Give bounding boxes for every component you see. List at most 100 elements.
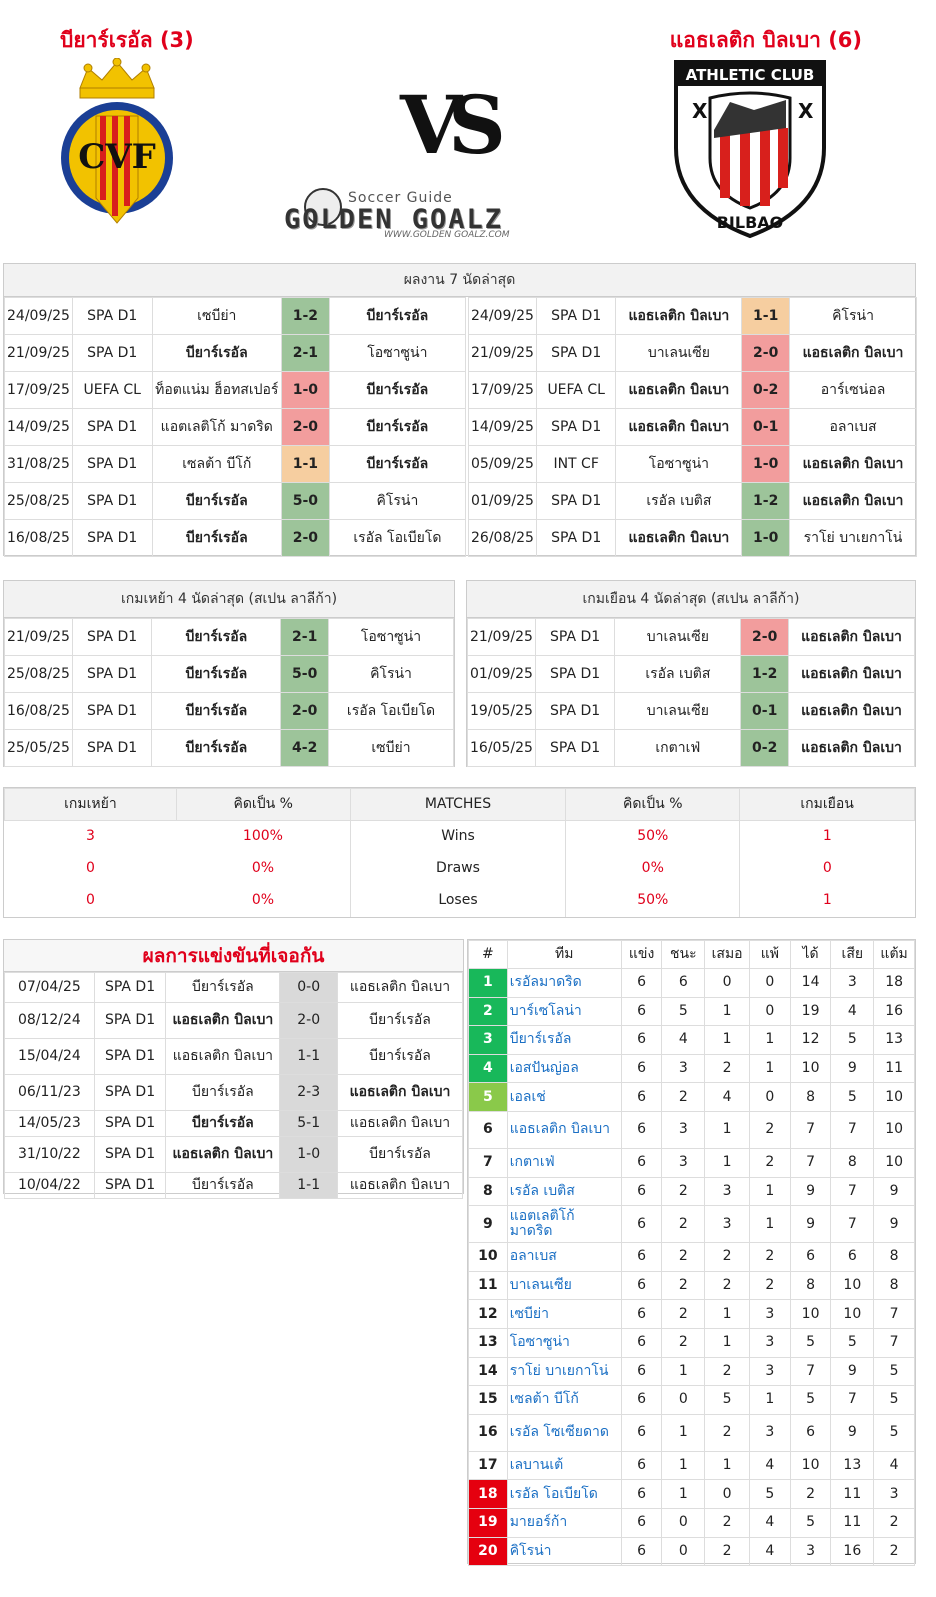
match-home-team[interactable]: บียาร์เรอัล	[151, 729, 282, 767]
league-row[interactable]: 10 อลาเบส 6 2 2 2 6 6 8	[468, 1242, 915, 1272]
match-away-team[interactable]: แอธเลติก บิลเบา	[788, 692, 915, 730]
league-team-link[interactable]: อลาเบส	[506, 1242, 622, 1272]
league-team-link[interactable]: คิโรน่า	[506, 1536, 622, 1567]
league-team-link[interactable]: บียาร์เรอัล	[506, 1025, 622, 1055]
match-away-team[interactable]: โอซาซูน่า	[328, 618, 454, 656]
league-row[interactable]: 19 มายอร์ก้า 6 0 2 4 5 11 2	[468, 1507, 915, 1538]
match-home-team[interactable]: เรอัล เบติส	[615, 482, 743, 520]
h2h-row[interactable]: 07/04/25 SPA D1 บียาร์เรอัล 0-0 แอธเลติก บิล…	[4, 972, 464, 1003]
match-home-team[interactable]: ท็อตแน่ม ฮ็อทสเปอร์	[151, 371, 282, 409]
match-away-team[interactable]: บียาร์เรอัล	[328, 297, 467, 335]
match-away-team[interactable]: คิโรน่า	[789, 297, 917, 335]
match-home-team[interactable]: โอซาซูน่า	[615, 445, 743, 483]
match-row[interactable]: 21/09/25 SPA D1 บียาร์เรอัล 2-1 โอซาซูน่า	[4, 334, 467, 372]
match-row[interactable]: 19/05/25 SPA D1 บาเลนเซีย 0-1 แอธเลติก บิลเบ…	[467, 692, 915, 730]
home-team-name[interactable]: บียาร์เรอัล (3)	[60, 28, 194, 52]
league-team-link[interactable]: ราโย่ บาเยกาโน่	[506, 1356, 622, 1387]
match-row[interactable]: 01/09/25 SPA D1 เรอัล เบติส 1-2 แอธเลติก บิล…	[467, 655, 915, 693]
match-away-team[interactable]: โอซาซูน่า	[328, 334, 467, 372]
h2h-home-team[interactable]: แอธเลติก บิลเบา	[165, 1002, 281, 1039]
league-row[interactable]: 5 เอลเช่ 6 2 4 0 8 5 10	[468, 1082, 915, 1112]
match-home-team[interactable]: บาเลนเซีย	[614, 692, 742, 730]
match-home-team[interactable]: บาเลนเซีย	[615, 334, 743, 372]
match-home-team[interactable]: เรอัล เบติส	[614, 655, 742, 693]
match-home-team[interactable]: บียาร์เรอัล	[151, 618, 282, 656]
league-team-link[interactable]: เอสปันญ่อล	[506, 1053, 622, 1084]
h2h-home-team[interactable]: แอธเลติก บิลเบา	[165, 1038, 281, 1075]
match-away-team[interactable]: เรอัล โอเบียโด	[328, 519, 467, 557]
match-away-team[interactable]: คิโรน่า	[328, 655, 454, 693]
h2h-row[interactable]: 14/05/23 SPA D1 บียาร์เรอัล 5-1 แอธเลติก บิล…	[4, 1110, 464, 1137]
h2h-away-team[interactable]: แอธเลติก บิลเบา	[336, 1110, 464, 1137]
h2h-away-team[interactable]: แอธเลติก บิลเบา	[336, 1172, 464, 1199]
league-row[interactable]: 7 เกตาเฟ่ 6 3 1 2 7 8 10	[468, 1147, 915, 1178]
match-row[interactable]: 26/08/25 SPA D1 แอธเลติก บิลเบา 1-0 ราโย่ บา…	[468, 519, 917, 557]
league-row[interactable]: 14 ราโย่ บาเยกาโน่ 6 1 2 3 7 9 5	[468, 1356, 915, 1387]
league-row[interactable]: 20 คิโรน่า 6 0 2 4 3 16 2	[468, 1536, 915, 1567]
match-home-team[interactable]: แอธเลติก บิลเบา	[615, 408, 743, 446]
h2h-home-team[interactable]: แอธเลติก บิลเบา	[165, 1136, 281, 1173]
match-away-team[interactable]: แอธเลติก บิลเบา	[789, 445, 917, 483]
h2h-home-team[interactable]: บียาร์เรอัล	[165, 972, 281, 1003]
league-team-link[interactable]: เลบานเต้	[506, 1450, 622, 1481]
h2h-home-team[interactable]: บียาร์เรอัล	[165, 1110, 281, 1137]
league-row[interactable]: 11 บาเลนเซีย 6 2 2 2 8 10 8	[468, 1270, 915, 1301]
h2h-away-team[interactable]: บียาร์เรอัล	[336, 1136, 464, 1173]
match-away-team[interactable]: บียาร์เรอัล	[328, 408, 467, 446]
away-team-name[interactable]: แอธเลติก บิลเบา (6)	[669, 28, 862, 52]
league-team-link[interactable]: เรอัลมาดริด	[506, 968, 622, 998]
league-team-link[interactable]: เอลเช่	[506, 1082, 622, 1112]
match-row[interactable]: 25/05/25 SPA D1 บียาร์เรอัล 4-2 เซบีย่า	[4, 729, 454, 767]
match-home-team[interactable]: แอตเลติโก้ มาดริด	[151, 408, 282, 446]
match-home-team[interactable]: บียาร์เรอัล	[151, 692, 282, 730]
match-away-team[interactable]: แอธเลติก บิลเบา	[789, 334, 917, 372]
match-row[interactable]: 24/09/25 SPA D1 เซบีย่า 1-2 บียาร์เรอัล	[4, 297, 467, 335]
h2h-row[interactable]: 10/04/22 SPA D1 บียาร์เรอัล 1-1 แอธเลติก บิล…	[4, 1172, 464, 1199]
match-away-team[interactable]: อาร์เซน่อล	[789, 371, 917, 409]
league-team-link[interactable]: แอตเลติโก้ มาดริด	[506, 1205, 622, 1244]
golden-goalz-logo[interactable]: Soccer Guide GOLDEN GOALZ WWW.GOLDEN GOA…	[284, 188, 614, 244]
league-row[interactable]: 4 เอสปันญ่อล 6 3 2 1 10 9 11	[468, 1053, 915, 1084]
match-row[interactable]: 16/05/25 SPA D1 เกตาเฟ่ 0-2 แอธเลติก บิลเบา	[467, 729, 915, 767]
league-team-link[interactable]: โอซาซูน่า	[506, 1327, 622, 1358]
match-away-team[interactable]: เซบีย่า	[328, 729, 454, 767]
league-row[interactable]: 6 แอธเลติก บิลเบา 6 3 1 2 7 7 10	[468, 1110, 915, 1149]
league-team-link[interactable]: เซลต้า บีโก้	[506, 1385, 622, 1415]
league-row[interactable]: 12 เซบีย่า 6 2 1 3 10 10 7	[468, 1299, 915, 1329]
match-row[interactable]: 21/09/25 SPA D1 บียาร์เรอัล 2-1 โอซาซูน่า	[4, 618, 454, 656]
league-team-link[interactable]: บาร์เซโลน่า	[506, 996, 622, 1027]
h2h-home-team[interactable]: บียาร์เรอัล	[165, 1074, 281, 1111]
league-row[interactable]: 2 บาร์เซโลน่า 6 5 1 0 19 4 16	[468, 996, 915, 1027]
match-home-team[interactable]: บาเลนเซีย	[614, 618, 742, 656]
league-team-link[interactable]: เซบีย่า	[506, 1299, 622, 1329]
match-away-team[interactable]: แอธเลติก บิลเบา	[788, 655, 915, 693]
h2h-away-team[interactable]: บียาร์เรอัล	[336, 1002, 464, 1039]
match-home-team[interactable]: แอธเลติก บิลเบา	[615, 371, 743, 409]
league-row[interactable]: 8 เรอัล เบติส 6 2 3 1 9 7 9	[468, 1176, 915, 1207]
match-home-team[interactable]: เซลต้า บีโก้	[151, 445, 282, 483]
league-row[interactable]: 13 โอซาซูน่า 6 2 1 3 5 5 7	[468, 1327, 915, 1358]
match-away-team[interactable]: อลาเบส	[789, 408, 917, 446]
match-home-team[interactable]: บียาร์เรอัล	[151, 655, 282, 693]
h2h-home-team[interactable]: บียาร์เรอัล	[165, 1172, 281, 1199]
league-row[interactable]: 15 เซลต้า บีโก้ 6 0 5 1 5 7 5	[468, 1385, 915, 1415]
match-away-team[interactable]: บียาร์เรอัล	[328, 371, 467, 409]
match-row[interactable]: 31/08/25 SPA D1 เซลต้า บีโก้ 1-1 บียาร์เรอัล	[4, 445, 467, 483]
league-row[interactable]: 1 เรอัลมาดริด 6 6 0 0 14 3 18	[468, 968, 915, 998]
match-row[interactable]: 05/09/25 INT CF โอซาซูน่า 1-0 แอธเลติก บิลเบ…	[468, 445, 917, 483]
league-team-link[interactable]: เกตาเฟ่	[506, 1147, 622, 1178]
match-home-team[interactable]: บียาร์เรอัล	[151, 482, 282, 520]
match-row[interactable]: 16/08/25 SPA D1 บียาร์เรอัล 2-0 เรอัล โอเบีย…	[4, 692, 454, 730]
league-team-link[interactable]: เรอัล เบติส	[506, 1176, 622, 1207]
h2h-row[interactable]: 31/10/22 SPA D1 แอธเลติก บิลเบา 1-0 บียาร์เร…	[4, 1136, 464, 1173]
league-row[interactable]: 3 บียาร์เรอัล 6 4 1 1 12 5 13	[468, 1025, 915, 1055]
match-home-team[interactable]: บียาร์เรอัล	[151, 334, 282, 372]
league-row[interactable]: 17 เลบานเต้ 6 1 1 4 10 13 4	[468, 1450, 915, 1481]
h2h-away-team[interactable]: แอธเลติก บิลเบา	[336, 972, 464, 1003]
h2h-away-team[interactable]: แอธเลติก บิลเบา	[336, 1074, 464, 1111]
match-row[interactable]: 25/08/25 SPA D1 บียาร์เรอัล 5-0 คิโรน่า	[4, 655, 454, 693]
match-away-team[interactable]: คิโรน่า	[328, 482, 467, 520]
match-row[interactable]: 14/09/25 SPA D1 แอตเลติโก้ มาดริด 2-0 บียาร์…	[4, 408, 467, 446]
match-home-team[interactable]: บียาร์เรอัล	[151, 519, 282, 557]
match-home-team[interactable]: แอธเลติก บิลเบา	[615, 297, 743, 335]
